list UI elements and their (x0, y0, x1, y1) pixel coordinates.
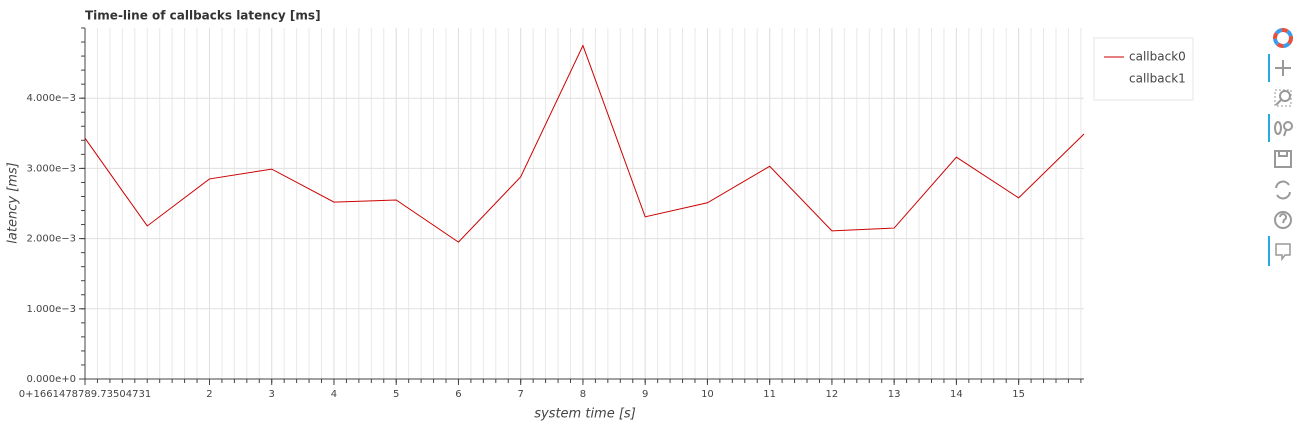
x-tick-label: 10 (701, 389, 714, 400)
chart-title: Time-line of callbacks latency [ms] (85, 9, 321, 23)
box-zoom-tool[interactable] (1274, 89, 1292, 107)
x-tick-label: 3 (269, 389, 275, 400)
y-tick-label: 4.000e−3 (26, 93, 76, 104)
x-tick-label: 7 (518, 389, 524, 400)
x-tick-label: 4 (331, 389, 337, 400)
x-tick-label: 6 (455, 389, 461, 400)
pan-tool[interactable] (1275, 60, 1291, 76)
y-tick-label: 0.000e+0 (26, 374, 76, 385)
bokeh-logo (1273, 28, 1293, 48)
y-tick-label: 3.000e−3 (26, 163, 76, 174)
x-tick-label: 8 (580, 389, 586, 400)
x-tick-label: 11 (763, 389, 776, 400)
toolbar (1268, 28, 1293, 266)
legend-box (1093, 37, 1194, 101)
wheel-zoom-tool[interactable] (1274, 121, 1293, 137)
x-tick-label: 14 (950, 389, 963, 400)
hover-tool[interactable] (1275, 243, 1291, 262)
save-tool[interactable] (1274, 150, 1292, 168)
legend-label: callback0 (1129, 50, 1186, 64)
x-tick-label: 9 (642, 389, 648, 400)
x-tick-label: 2 (206, 389, 212, 400)
x-tick-label: 12 (826, 389, 839, 400)
x-tick-label: 15 (1012, 389, 1025, 400)
x-axis-label: system time [s] (534, 407, 636, 422)
reset-tool[interactable] (1275, 180, 1291, 200)
help-tool[interactable] (1274, 211, 1292, 229)
y-axis-label: latency [ms] (6, 162, 21, 243)
y-tick-label: 1.000e−3 (26, 304, 76, 315)
series-line (84, 44, 1085, 243)
legend-label: callback1 (1129, 72, 1186, 86)
y-tick-label: 2.000e−3 (26, 234, 76, 245)
x-tick-label: 13 (888, 389, 901, 400)
x-tick-label: 0+1661478789.73504731 (19, 389, 151, 400)
x-tick-label: 5 (393, 389, 399, 400)
